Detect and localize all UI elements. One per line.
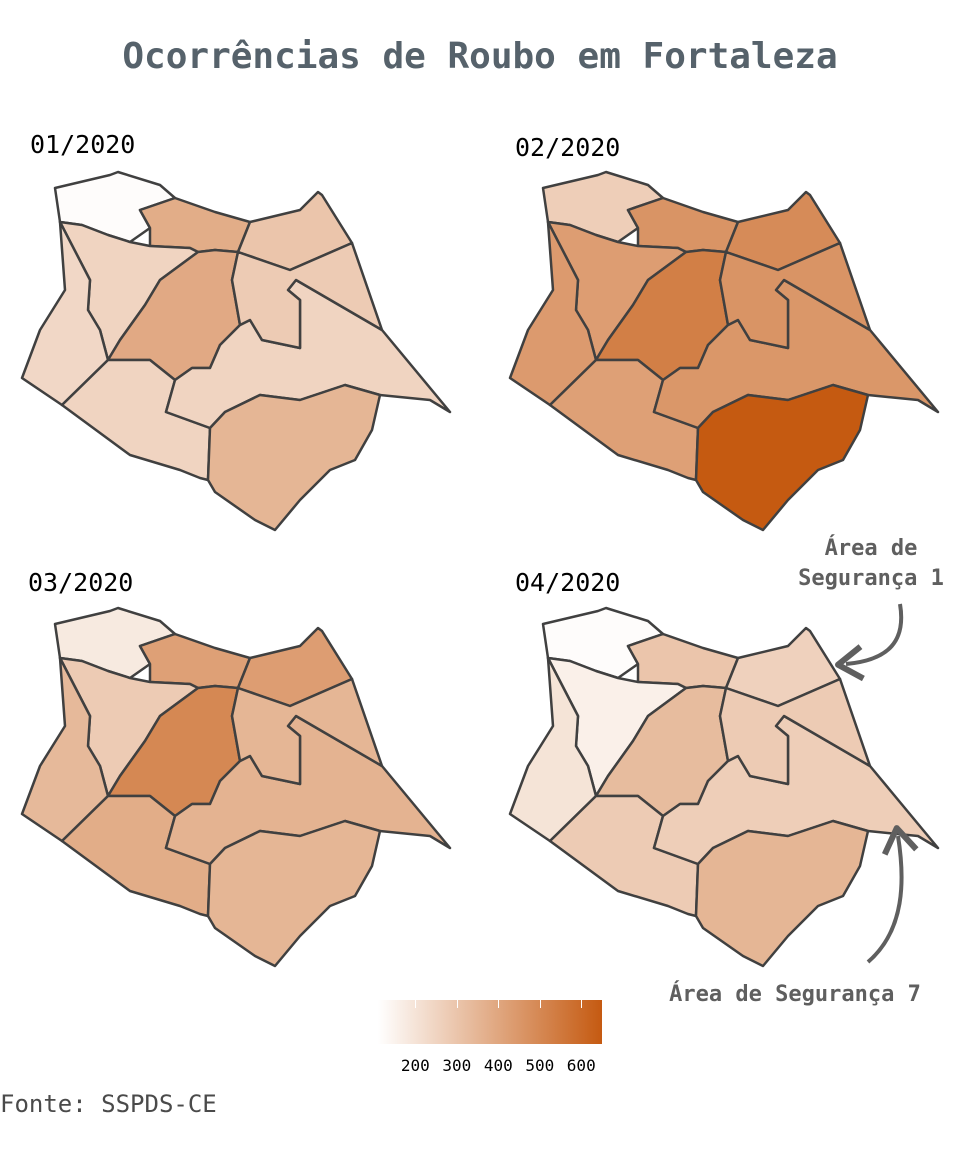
legend-tick-label: 300: [442, 1056, 472, 1075]
district-a10: [694, 819, 870, 968]
legend-tick-mark: [498, 1000, 500, 1008]
legend-tick-label: 600: [566, 1056, 596, 1075]
legend-ticks: 200 300 400 500 600: [378, 1056, 602, 1078]
source-note: Fonte: SSPDS-CE: [0, 1090, 217, 1118]
panel-label-3: 03/2020: [28, 568, 134, 597]
legend-tick-mark: [539, 1000, 541, 1008]
district-a2: [138, 632, 252, 690]
district-a2: [626, 196, 740, 254]
annotation-area-7: Área de Segurança 7: [669, 982, 921, 1007]
district-a2: [138, 196, 252, 254]
district-a10: [206, 383, 382, 532]
legend-tick-label: 200: [400, 1056, 430, 1075]
legend-tick-mark: [456, 1000, 458, 1008]
map-panel-4: [508, 606, 940, 968]
district-a9: [230, 677, 384, 786]
legend-tick-label: 400: [483, 1056, 513, 1075]
arrow-area-7: [866, 825, 919, 964]
legend-tick-label: 500: [525, 1056, 555, 1075]
district-a9: [718, 241, 872, 350]
map-panel-1: [20, 170, 452, 532]
chart-title: Ocorrências de Roubo em Fortaleza: [122, 36, 838, 77]
district-a2: [626, 632, 740, 690]
panel-label-2: 02/2020: [515, 133, 621, 162]
district-a9: [230, 241, 384, 350]
arrow-area-1: [835, 603, 904, 682]
map-panel-2: [508, 170, 940, 532]
panel-label-1: 01/2020: [30, 130, 136, 159]
district-a10: [206, 819, 382, 968]
legend-colorbar: [378, 1000, 602, 1044]
map-panel-3: [20, 606, 452, 968]
legend-tick-mark: [415, 1000, 417, 1008]
legend-tick-mark: [581, 1000, 583, 1008]
annotation-area-1: Área de Segurança 1: [798, 536, 944, 591]
panel-label-4: 04/2020: [515, 568, 621, 597]
district-a10: [694, 383, 870, 532]
district-a9: [718, 677, 872, 786]
